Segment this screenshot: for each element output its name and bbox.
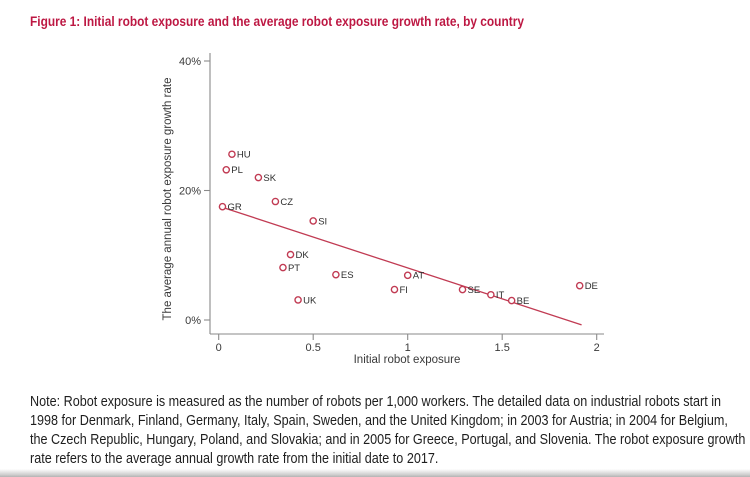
- note-line: Note: Robot exposure is measured as the …: [30, 393, 722, 410]
- note-line: rate refers to the average annual growth…: [30, 450, 439, 467]
- data-point-marker: [309, 217, 318, 225]
- note-line: 1998 for Denmark, Finland, Germany, Ital…: [30, 412, 728, 429]
- data-point-marker: [286, 250, 295, 259]
- scatter-chart: 0% 20% 40% 0 0.5 1 1.5 2 HU PL SK CZ GR SI DK PT ES AT FI…: [162, 53, 604, 366]
- data-point-label: ES: [341, 270, 354, 281]
- data-point-label: UK: [303, 295, 317, 306]
- data-point-label: PT: [288, 263, 300, 274]
- x-tick-label: 1.5: [495, 342, 510, 354]
- y-tick-label: 40%: [179, 56, 201, 68]
- data-point-marker: [294, 296, 302, 304]
- data-point-label: AT: [413, 271, 425, 282]
- x-tick-label: 0: [216, 342, 222, 354]
- data-point-label: BE: [517, 296, 530, 307]
- data-point-label: SE: [468, 285, 481, 296]
- chart-axes: 0% 20% 40% 0 0.5 1 1.5 2: [179, 53, 604, 354]
- y-tick-label: 0%: [185, 315, 201, 327]
- data-point-marker: [390, 285, 399, 294]
- trend-line: [222, 206, 582, 326]
- y-tick-label: 20%: [179, 186, 201, 198]
- data-point-marker: [271, 197, 280, 206]
- data-point-marker: [458, 285, 467, 294]
- page-bottom-shadow: [0, 469, 750, 477]
- data-point-marker: [254, 173, 263, 182]
- data-point-label: PL: [231, 165, 243, 176]
- data-point-label: DK: [296, 250, 310, 261]
- data-point-marker: [575, 281, 584, 290]
- x-tick-label: 0.5: [306, 342, 321, 354]
- data-point-marker: [222, 165, 231, 174]
- data-point-marker: [218, 202, 227, 211]
- data-point-marker: [403, 271, 412, 280]
- x-axis-title: Initial robot exposure: [354, 354, 461, 366]
- x-tick-label: 2: [594, 342, 600, 354]
- x-tick-label: 1: [405, 342, 411, 354]
- data-point-marker: [228, 150, 236, 159]
- data-point-label: IT: [496, 290, 505, 301]
- data-point-label: GR: [227, 202, 241, 213]
- data-point-label: HU: [237, 150, 251, 161]
- chart-marks: HU PL SK CZ GR SI DK PT ES AT FI UK SE IT BE DE: [218, 150, 598, 326]
- figure-note: Note: Robot exposure is measured as the …: [30, 392, 750, 468]
- data-point-marker: [332, 270, 340, 279]
- data-point-label: CZ: [280, 197, 293, 208]
- note-line: the Czech Republic, Hungary, Poland, and…: [30, 431, 746, 448]
- data-point-label: SK: [263, 173, 276, 184]
- data-point-marker: [487, 290, 495, 299]
- data-point-marker: [507, 296, 516, 305]
- data-point-marker: [279, 263, 287, 272]
- data-point-label: SI: [318, 216, 327, 227]
- data-point-label: FI: [399, 285, 407, 296]
- y-axis-title: The average annual robot exposure growth…: [162, 78, 174, 321]
- data-point-label: DE: [585, 281, 598, 292]
- figure-title: Figure 1: Initial robot exposure and the…: [30, 13, 524, 29]
